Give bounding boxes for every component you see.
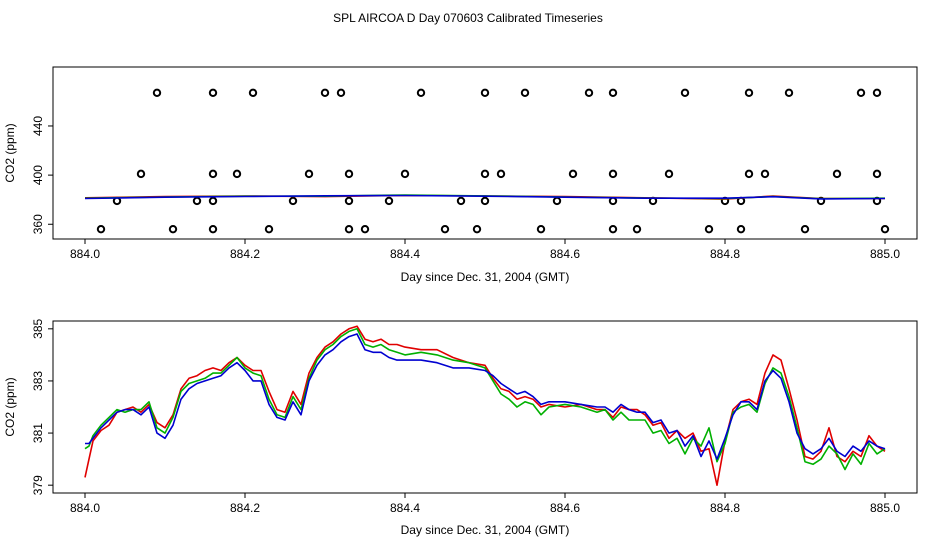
scatter-point: [208, 196, 218, 206]
x-tick-label: 884.8: [710, 501, 740, 515]
scatter-point: [584, 88, 594, 98]
scatter-point: [608, 224, 618, 234]
scatter-point: [320, 88, 330, 98]
scatter-point: [608, 169, 618, 179]
x-tick-label: 884.4: [390, 501, 420, 515]
y-tick-label: 385: [31, 318, 45, 338]
scatter-point: [208, 224, 218, 234]
scatter-point: [192, 196, 202, 206]
scatter-point: [344, 169, 354, 179]
scatter-point: [760, 169, 770, 179]
top-scatter-points: [96, 88, 890, 234]
scatter-point: [664, 169, 674, 179]
y-tick-label: 379: [31, 475, 45, 495]
top-x-axis: 884.0 884.2 884.4 884.6 884.8 885.0: [70, 239, 900, 261]
top-panel: 884.0 884.2 884.4 884.6 884.8 885.0 360 400 440…: [3, 66, 918, 284]
scatter-point: [744, 169, 754, 179]
scatter-point: [360, 224, 370, 234]
scatter-point: [480, 196, 490, 206]
scatter-point: [232, 169, 242, 179]
scatter-point: [456, 196, 466, 206]
y-tick-label: 440: [31, 116, 45, 136]
scatter-point: [136, 169, 146, 179]
top-y-axis-title: CO2 (ppm): [3, 123, 17, 182]
x-tick-label: 884.6: [550, 501, 580, 515]
scatter-point: [856, 88, 866, 98]
bottom-x-axis-title: Day since Dec. 31, 2004 (GMT): [401, 523, 570, 537]
top-y-axis: 360 400 440: [31, 116, 53, 234]
x-tick-label: 884.2: [230, 247, 260, 261]
x-tick-label: 884.8: [710, 247, 740, 261]
top-series-lines: [84, 194, 886, 200]
scatter-point: [872, 88, 882, 98]
top-plot-frame: [52, 66, 918, 240]
bottom-y-axis: 379 381 383 385: [31, 318, 53, 495]
scatter-point: [400, 169, 410, 179]
y-tick-label: 400: [31, 165, 45, 185]
scatter-point: [96, 224, 106, 234]
bottom-series-lines: [84, 325, 886, 487]
scatter-point: [552, 196, 562, 206]
y-tick-label: 360: [31, 214, 45, 234]
x-tick-label: 885.0: [870, 247, 900, 261]
series-line-blue: [84, 194, 886, 200]
scatter-point: [248, 88, 258, 98]
scatter-point: [480, 169, 490, 179]
figure-title: SPL AIRCOA D Day 070603 Calibrated Times…: [333, 11, 603, 25]
series-line-blue: [85, 333, 886, 460]
scatter-point: [336, 88, 346, 98]
scatter-point: [480, 88, 490, 98]
bottom-panel: 884.0 884.2 884.4 884.6 884.8 885.0 379 381 383…: [3, 318, 918, 537]
scatter-point: [344, 196, 354, 206]
scatter-point: [608, 88, 618, 98]
scatter-point: [520, 88, 530, 98]
scatter-point: [704, 224, 714, 234]
x-tick-label: 884.2: [230, 501, 260, 515]
scatter-point: [344, 224, 354, 234]
x-tick-label: 885.0: [870, 501, 900, 515]
scatter-point: [736, 224, 746, 234]
scatter-point: [208, 88, 218, 98]
scatter-point: [800, 224, 810, 234]
bottom-y-axis-title: CO2 (ppm): [3, 377, 17, 436]
scatter-point: [208, 169, 218, 179]
x-tick-label: 884.4: [390, 247, 420, 261]
scatter-point: [744, 88, 754, 98]
scatter-point: [632, 224, 642, 234]
x-tick-label: 884.0: [70, 247, 100, 261]
scatter-point: [168, 224, 178, 234]
scatter-point: [872, 169, 882, 179]
scatter-point: [416, 88, 426, 98]
scatter-point: [536, 224, 546, 234]
scatter-point: [288, 196, 298, 206]
top-x-axis-title: Day since Dec. 31, 2004 (GMT): [401, 270, 570, 284]
scatter-point: [680, 88, 690, 98]
scatter-point: [568, 169, 578, 179]
x-tick-label: 884.6: [550, 247, 580, 261]
scatter-point: [496, 169, 506, 179]
y-tick-label: 383: [31, 371, 45, 391]
series-line-green: [84, 327, 886, 471]
scatter-point: [440, 224, 450, 234]
bottom-plot-frame: [52, 320, 918, 494]
scatter-point: [472, 224, 482, 234]
scatter-point: [384, 196, 394, 206]
x-tick-label: 884.0: [70, 501, 100, 515]
series-line-red: [84, 325, 886, 487]
bottom-x-axis: 884.0 884.2 884.4 884.6 884.8 885.0: [70, 493, 900, 515]
scatter-point: [304, 169, 314, 179]
scatter-point: [264, 224, 274, 234]
scatter-point: [832, 169, 842, 179]
scatter-point: [880, 224, 890, 234]
y-tick-label: 381: [31, 423, 45, 443]
scatter-point: [784, 88, 794, 98]
scatter-point: [608, 196, 618, 206]
scatter-point: [152, 88, 162, 98]
